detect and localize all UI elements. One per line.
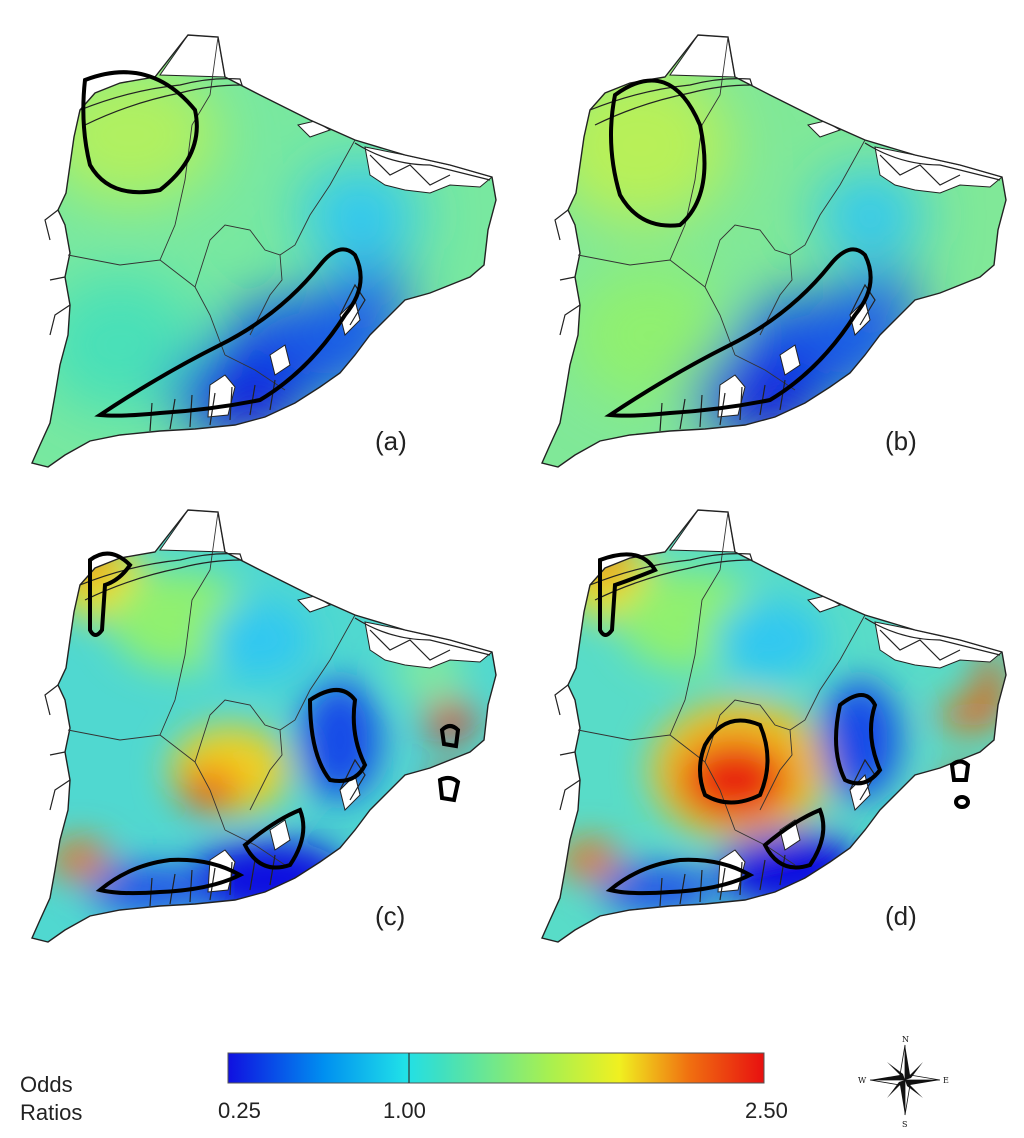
legend-title-line1: Odds [20,1072,73,1097]
map-panel-a: (a) [31,34,497,468]
map-panel-c: (c) [31,509,497,943]
compass-rose-icon: N S E W [858,1035,949,1129]
panel-label-d: (d) [885,901,917,931]
legend-mid-label: 1.00 [383,1098,426,1123]
legend-color-bar [227,1052,765,1084]
panel-label-a: (a) [375,426,407,456]
panel-label-c: (c) [375,901,405,931]
compass-north: N [902,1035,909,1044]
compass-west: W [858,1076,867,1085]
compass-east: E [943,1076,949,1085]
legend-min-label: 0.25 [218,1098,261,1123]
compass-south: S [902,1120,907,1129]
panel-label-b: (b) [885,426,917,456]
map-panel-d: (d) [541,509,1007,943]
legend-title-line2: Ratios [20,1100,82,1125]
legend-max-label: 2.50 [745,1098,788,1123]
map-panel-b: (b) [541,34,1007,468]
color-legend: Odds Ratios 0.25 1.00 2.50 [20,1052,788,1125]
